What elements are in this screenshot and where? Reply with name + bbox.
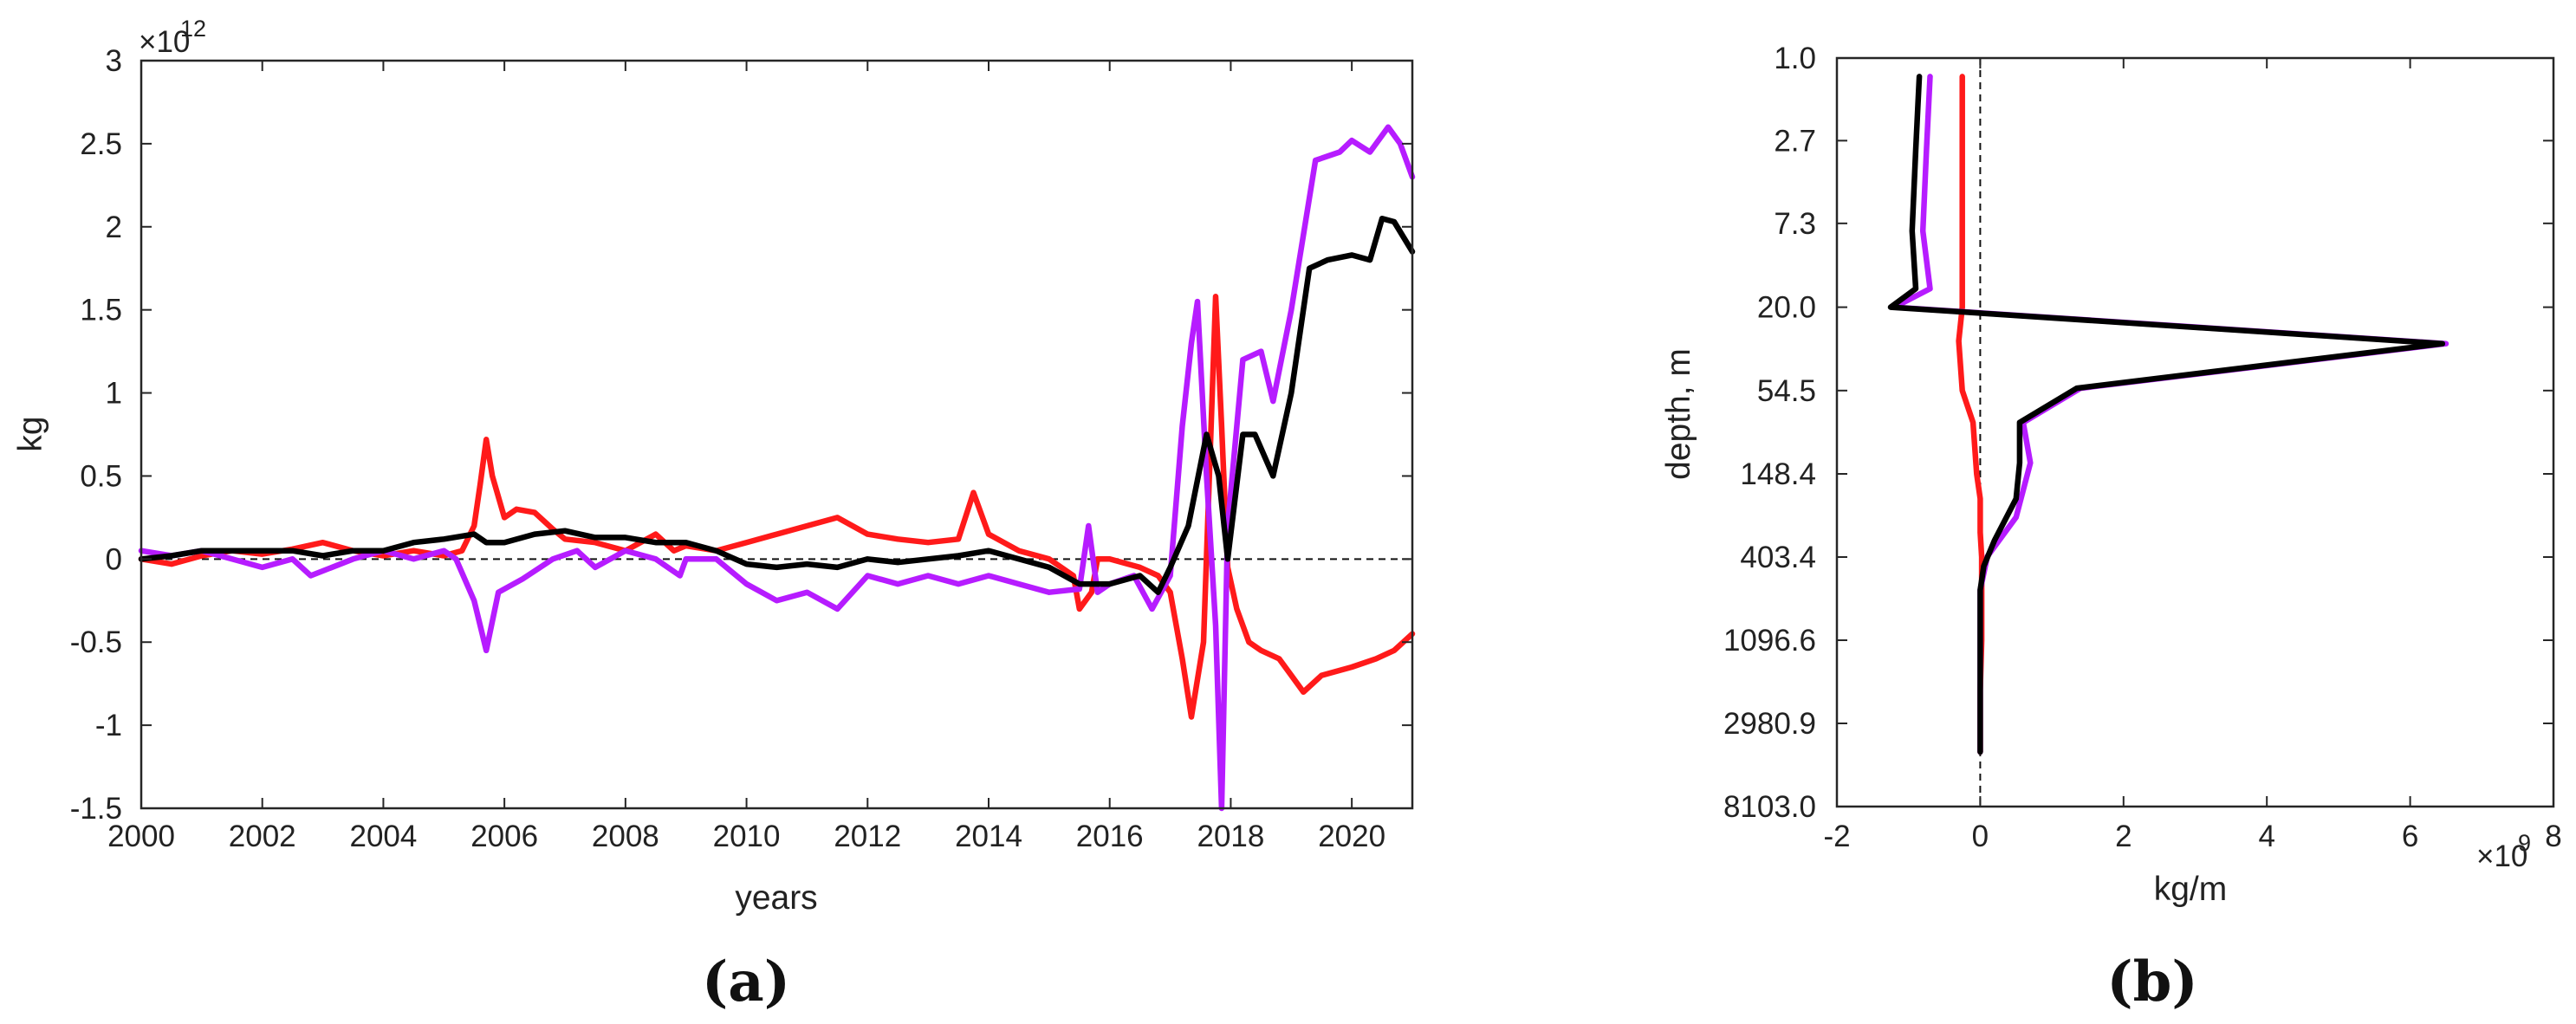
panel-a-y-tick-label: 1 xyxy=(106,377,122,411)
panel-b-y-tick-label: 2980.9 xyxy=(1723,707,1816,741)
panel-a-plot-frame xyxy=(140,59,1414,810)
panel-a-x-tick-label: 2020 xyxy=(1318,820,1385,853)
panel-a-y-tick-label: 2 xyxy=(106,211,122,244)
panel-a-label: (a) xyxy=(702,949,790,1014)
panel-a-x-tick-label: 2004 xyxy=(349,820,417,853)
panel-b-y-tick-label: 8103.0 xyxy=(1723,790,1816,824)
panel-a-x-tick-label: 2014 xyxy=(955,820,1022,853)
panel-a-y-tick-label: -1 xyxy=(95,709,122,742)
panel-b-y-tick-label: 2.7 xyxy=(1774,124,1816,158)
panel-b-x-tick-label: 8 xyxy=(2545,820,2561,853)
panel-a-y-tick-label: -0.5 xyxy=(70,625,122,659)
panel-b-xlabel: kg/m xyxy=(2154,871,2228,908)
panel-a-x-tick-label: 2012 xyxy=(834,820,901,853)
panel-a-x-tick-label: 2010 xyxy=(713,820,781,853)
panel-a-series-red xyxy=(138,294,1416,720)
panel-b-y-tick-label: 1.0 xyxy=(1774,42,1816,75)
panel-a-chart: 2000 2002 2004 2006 2008 2010 2012 2014 2016 2018… xyxy=(12,16,1416,1014)
panel-a-x-tick-label: 2008 xyxy=(592,820,659,853)
panel-a-y-tick-label: 0.5 xyxy=(80,459,122,493)
panel-b-y-tick-label: 7.3 xyxy=(1774,207,1816,241)
panel-b-x-tick-label: 2 xyxy=(2115,820,2132,853)
panel-b-y-tick-label: 20.0 xyxy=(1757,291,1816,325)
panel-a-series-purple xyxy=(138,124,1416,812)
panel-b-multiplier-base: ×10 xyxy=(2476,839,2527,873)
panel-a-y-tick-label: 0 xyxy=(106,542,122,576)
panel-b-x-tick-label: 0 xyxy=(1972,820,1989,853)
panel-b-x-tick-label: 6 xyxy=(2402,820,2418,853)
panel-b-label: (b) xyxy=(2106,949,2197,1014)
panel-a-xlabel: years xyxy=(735,879,817,917)
panel-b-series-black xyxy=(1887,74,2446,755)
panel-b-y-tick-label: 54.5 xyxy=(1757,374,1816,408)
panel-a-y-tick-label: 2.5 xyxy=(80,127,122,161)
panel-b-ylabel: depth, m xyxy=(1660,348,1697,480)
panel-a-multiplier-base: ×10 xyxy=(139,25,190,59)
panel-a-y-tick-label: 3 xyxy=(106,44,122,78)
panel-a-ylabel: kg xyxy=(12,416,49,451)
panel-a-x-tick-label: 2018 xyxy=(1197,820,1264,853)
panel-a-series-layer xyxy=(138,124,1416,812)
panel-a-x-tick-label: 2002 xyxy=(229,820,296,853)
panel-b-y-tick-label: 1096.6 xyxy=(1723,624,1816,658)
panel-b-x-tick-label: -2 xyxy=(1823,820,1850,853)
panel-a-x-tick-label: 2006 xyxy=(470,820,538,853)
panel-b-x-tick-label: 4 xyxy=(2258,820,2274,853)
panel-b-series-purple xyxy=(1891,74,2449,755)
panel-a-x-ticks: 2000 2002 2004 2006 2008 2010 2012 2014 2016 2018… xyxy=(107,61,1385,853)
panel-b-plot-frame xyxy=(1835,56,2555,808)
panel-a-y-tick-label: -1.5 xyxy=(70,792,122,826)
panel-b-multiplier-exp: 9 xyxy=(2518,830,2531,856)
panel-a-multiplier-exp: 12 xyxy=(180,16,206,42)
panel-a-y-tick-label: 1.5 xyxy=(80,294,122,327)
panel-b-y-ticks: 1.0 2.7 7.3 20.0 54.5 148.4 403.4 1096.6 2980.9 8… xyxy=(1723,42,2553,824)
panel-a-x-tick-label: 2000 xyxy=(107,820,175,853)
panel-b-y-tick-label: 148.4 xyxy=(1740,457,1816,491)
panel-b-chart: -2 0 2 4 6 8 1.0 2.7 7.3 20.0 54.5 148.4 403.4 1096.… xyxy=(1660,42,2562,1014)
panel-a-x-tick-label: 2016 xyxy=(1076,820,1144,853)
panel-b-series-layer xyxy=(1887,58,2449,807)
panel-b-y-tick-label: 403.4 xyxy=(1740,541,1816,574)
panel-b-x-ticks: -2 0 2 4 6 8 xyxy=(1823,58,2562,853)
panel-a-y-ticks: -1.5 -1 -0.5 0 0.5 1 1.5 2 2.5 3 xyxy=(70,44,1412,826)
panel-a-series-black xyxy=(138,215,1416,595)
